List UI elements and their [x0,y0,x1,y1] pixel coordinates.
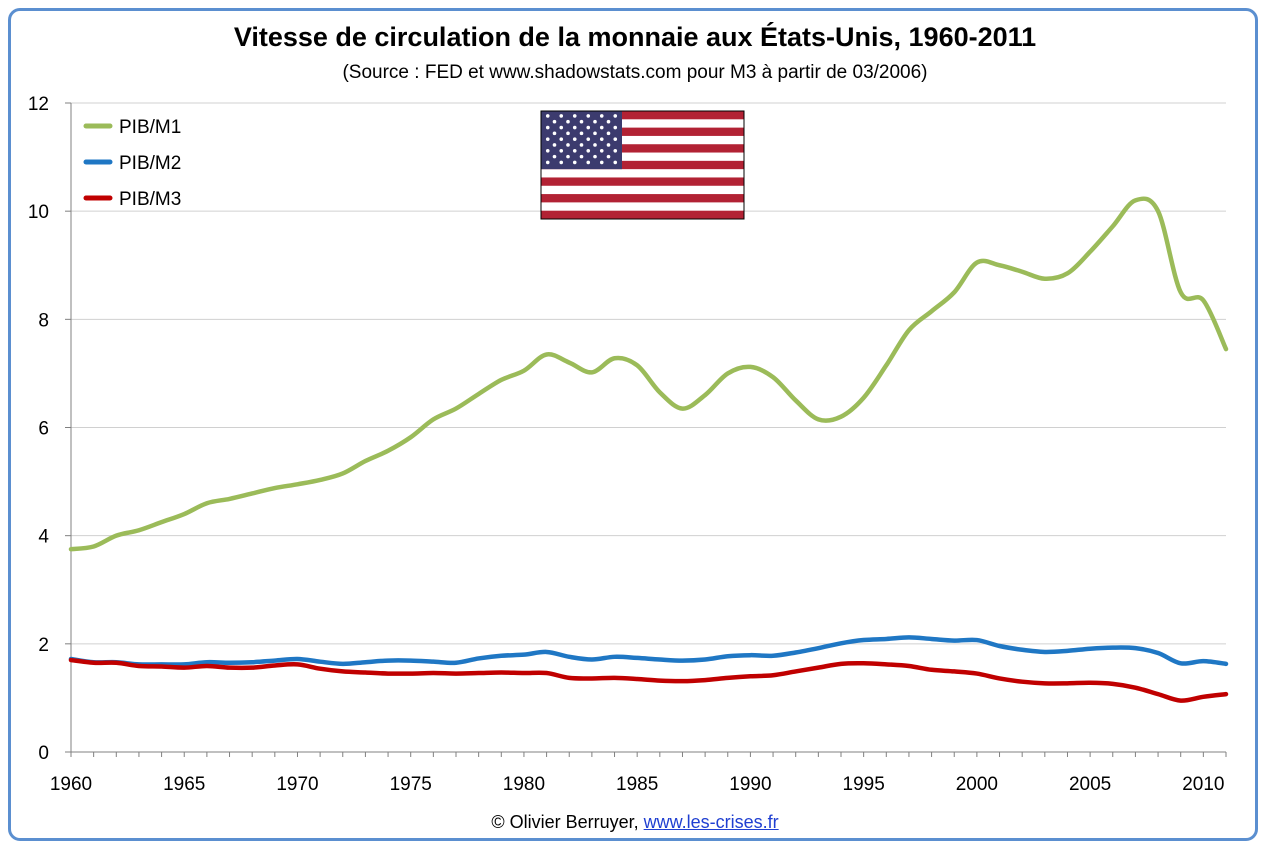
y-tick-label: 0 [38,743,49,764]
chart-subtitle: (Source : FED et www.shadowstats.com pou… [342,62,928,83]
x-tick-label: 2010 [1182,774,1224,795]
flag-star [572,114,577,118]
flag-border [540,110,745,220]
flag-star [599,114,604,118]
flag-star [613,160,618,165]
flag-stripe [541,177,744,186]
flag-star [552,143,557,147]
flag-star [552,154,557,159]
y-tick-label: 12 [28,94,49,115]
flag-star [572,160,577,165]
flag-star [599,160,604,165]
credit-author: © Olivier Berruyer, [491,812,639,832]
us-flag-icon [540,110,745,220]
flag-star [559,125,564,130]
chart-title: Vitesse de circulation de la monnaie aux… [233,22,1037,52]
credit-line: © Olivier Berruyer, www.les-crises.fr [0,812,1270,833]
flag-star [593,154,597,159]
grid-lines [71,102,1226,645]
flag-stripe [541,210,744,219]
flag-star [559,149,564,153]
y-tick-label: 8 [38,310,49,331]
flag-star [566,119,570,124]
flag-star [566,131,570,136]
x-tick-label: 1995 [843,774,885,795]
flag-star [545,114,550,118]
series-line-pib-m3 [68,657,1229,703]
flag-star [579,131,584,136]
flag-star [586,137,591,141]
series-line-pib-m2 [68,635,1229,667]
flag-star [606,143,611,147]
flag-star [566,154,570,159]
flag-stripe [541,127,744,136]
x-tick-label: 2000 [956,774,998,795]
flag-star [599,149,604,153]
x-tick-label: 1990 [729,774,771,795]
flag-star [613,149,618,153]
x-tick-label: 1970 [276,774,318,795]
flag-star [545,149,550,153]
credit-link[interactable]: www.les-crises.fr [643,812,779,832]
flag-star [572,149,577,153]
flag-star [606,119,611,124]
flag-star [586,125,591,130]
flag-star [599,137,604,141]
flag-star [613,137,618,141]
flag-star [545,125,550,130]
legend-label: PIB/M1 [119,117,181,138]
flag-star [599,125,604,130]
series-lines [68,196,1229,703]
flag-stripe [541,160,744,170]
flag-star [593,119,597,124]
x-tick-labels: 1960 1965 1970 1975 1980 1985 1990 1995 2000 2005… [50,774,1225,795]
flag-stripe [541,111,744,120]
flag-star [552,131,557,136]
flag-star [579,143,584,147]
flag-star [572,125,577,130]
flag-stripe [541,144,744,153]
y-tick-labels: 0 2 4 6 8 10 12 [28,94,50,764]
flag-star [579,154,584,159]
flag-star [559,114,564,118]
flag-star [613,114,618,118]
x-tick-label: 2005 [1069,774,1111,795]
y-tick-label: 6 [38,419,49,440]
legend-label: PIB/M3 [119,189,181,210]
y-tick-label: 4 [38,527,49,548]
x-tick-label: 1985 [616,774,658,795]
x-tick-label: 1975 [390,774,432,795]
x-tick-label: 1960 [50,774,92,795]
y-tick-label: 2 [38,635,49,656]
flag-star [586,149,591,153]
flag-star [579,119,584,124]
flag-star [586,160,591,165]
flag-star [593,131,597,136]
flag-stripe [541,194,744,203]
flag-star [545,137,550,141]
flag-star [586,114,591,118]
flag-star [606,154,611,159]
flag-star [606,131,611,136]
legend: PIB/M1 PIB/M2 PIB/M3 [83,117,181,210]
series-line-pib-m1 [68,196,1229,552]
legend-label: PIB/M2 [119,153,181,174]
flag-star [566,143,570,147]
flag-canton [541,111,622,170]
flag-star [552,119,557,124]
flag-star [559,160,564,165]
x-tick-label: 1965 [163,774,205,795]
flag-star [593,143,597,147]
flag-star [545,160,550,165]
flag-star [613,125,618,130]
axes [65,102,1227,757]
flag-star [572,137,577,141]
x-tick-label: 1980 [503,774,545,795]
flag-star [559,137,564,141]
y-tick-label: 10 [28,202,49,223]
